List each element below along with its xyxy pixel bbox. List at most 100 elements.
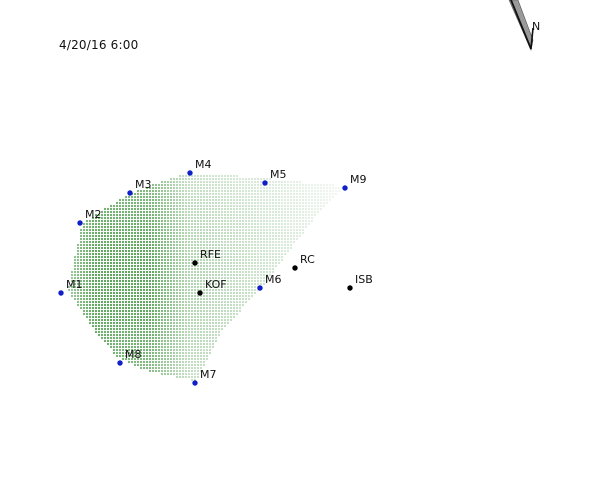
- plume-dot: [304, 222, 308, 226]
- plume-dot: [106, 339, 110, 343]
- plume-dot: [157, 201, 161, 205]
- plume-dot: [175, 177, 179, 181]
- plume-dot: [94, 249, 98, 253]
- station-m3[interactable]: M3: [127, 178, 152, 196]
- plume-dot: [187, 354, 191, 358]
- plume-dot: [214, 243, 218, 247]
- plume-dot: [193, 225, 197, 229]
- plume-dot: [232, 186, 236, 190]
- plume-dot: [148, 189, 152, 193]
- plume-dot: [163, 231, 167, 235]
- plume-dot: [196, 357, 200, 361]
- plume-dot: [148, 318, 152, 322]
- plume-dot: [76, 303, 80, 307]
- station-m1[interactable]: M1: [58, 278, 83, 296]
- plume-dot: [238, 273, 242, 277]
- plume-dot: [88, 297, 92, 301]
- plume-dot: [115, 342, 119, 346]
- monitor-marker[interactable]: [257, 285, 263, 291]
- station-rc[interactable]: RC: [292, 253, 315, 271]
- monitor-marker[interactable]: [192, 380, 198, 386]
- plume-dot: [250, 225, 254, 229]
- station-m7[interactable]: M7: [192, 368, 217, 386]
- station-m8[interactable]: M8: [117, 348, 142, 366]
- plume-dot: [118, 237, 122, 241]
- plume-dot: [304, 198, 308, 202]
- plume-dot: [121, 300, 125, 304]
- monitor-marker[interactable]: [262, 180, 268, 186]
- plume-dot: [82, 264, 86, 268]
- plume-dot: [124, 279, 128, 283]
- plume-dot: [301, 183, 305, 187]
- plume-dot: [196, 354, 200, 358]
- plume-dot: [118, 303, 122, 307]
- plume-dot: [148, 240, 152, 244]
- plume-dot: [220, 231, 224, 235]
- plume-dot: [145, 345, 149, 349]
- plume-dot: [214, 309, 218, 313]
- plume-dot: [187, 288, 191, 292]
- plume-dot: [196, 339, 200, 343]
- plume-dot: [181, 288, 185, 292]
- monitor-marker[interactable]: [117, 360, 123, 366]
- station-m2[interactable]: M2: [77, 208, 102, 226]
- plume-dot: [118, 216, 122, 220]
- plume-dot: [319, 198, 323, 202]
- station-m5[interactable]: M5: [262, 168, 287, 186]
- plume-dot: [199, 351, 203, 355]
- plume-dot: [205, 201, 209, 205]
- plume-dot: [181, 222, 185, 226]
- plume-dot: [175, 363, 179, 367]
- plume-dot: [205, 348, 209, 352]
- plume-dot: [223, 240, 227, 244]
- plume-dot: [193, 183, 197, 187]
- plume-dot: [331, 195, 335, 199]
- plume-dot: [277, 195, 281, 199]
- plume-dot: [178, 273, 182, 277]
- plume-dot: [289, 216, 293, 220]
- monitor-marker[interactable]: [58, 290, 64, 296]
- site-marker[interactable]: [192, 260, 198, 266]
- site-marker[interactable]: [292, 265, 298, 271]
- site-marker[interactable]: [197, 290, 203, 296]
- plume-dot: [262, 198, 266, 202]
- plume-dot: [163, 276, 167, 280]
- plume-dot: [226, 189, 230, 193]
- plume-dot: [85, 288, 89, 292]
- monitor-marker[interactable]: [77, 220, 83, 226]
- plume-dot: [241, 189, 245, 193]
- plume-dot: [115, 267, 119, 271]
- plume-dot: [157, 351, 161, 355]
- station-m6[interactable]: M6: [257, 273, 282, 291]
- plume-dot: [184, 216, 188, 220]
- plume-dot: [157, 348, 161, 352]
- plume-dot: [277, 237, 281, 241]
- plume-dot: [250, 279, 254, 283]
- plume-dot: [175, 252, 179, 256]
- plume-dot: [163, 330, 167, 334]
- plume-dot: [115, 318, 119, 322]
- plume-dot: [97, 243, 101, 247]
- plume-dot: [238, 180, 242, 184]
- plume-dot: [208, 213, 212, 217]
- monitor-marker[interactable]: [187, 170, 193, 176]
- station-kof[interactable]: KOF: [197, 278, 227, 296]
- plume-dot: [286, 240, 290, 244]
- plume-dot: [154, 255, 158, 259]
- monitor-marker[interactable]: [127, 190, 133, 196]
- monitor-marker[interactable]: [342, 185, 348, 191]
- site-marker[interactable]: [347, 285, 353, 291]
- plume-dot: [184, 315, 188, 319]
- plume-dot: [244, 246, 248, 250]
- plume-dot: [223, 213, 227, 217]
- station-m9[interactable]: M9: [342, 173, 367, 191]
- plume-dot: [259, 267, 263, 271]
- station-rfe[interactable]: RFE: [192, 248, 221, 266]
- station-m4[interactable]: M4: [187, 158, 212, 176]
- plume-dot: [142, 246, 146, 250]
- plume-dot: [106, 255, 110, 259]
- plume-dot: [124, 213, 128, 217]
- plume-dot: [142, 261, 146, 265]
- station-isb[interactable]: ISB: [347, 273, 373, 291]
- plume-dot: [100, 303, 104, 307]
